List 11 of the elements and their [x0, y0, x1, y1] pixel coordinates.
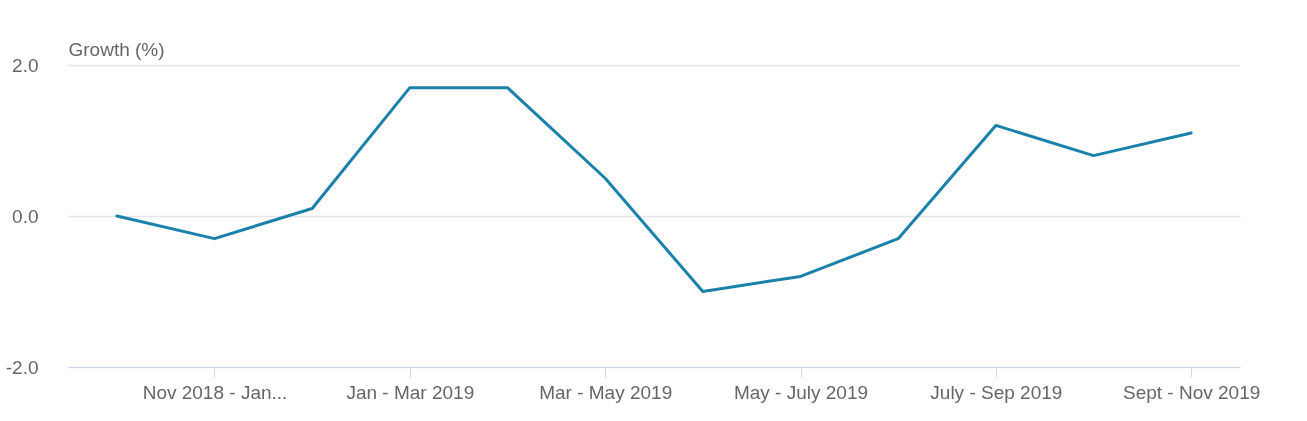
x-tick-label: July - Sep 2019	[930, 381, 1063, 403]
y-axis-title: Growth (%)	[68, 38, 165, 60]
line-series	[115, 86, 1193, 293]
x-tick-label: Sept - Nov 2019	[1123, 381, 1261, 403]
x-tick-label: Nov 2018 - Jan...	[142, 381, 288, 403]
x-tick-label: May - July 2019	[733, 381, 869, 403]
y-tick-label: 0.0	[12, 205, 39, 227]
y-tick-label: 2.0	[12, 54, 39, 76]
x-tick-label: Mar - May 2019	[539, 381, 673, 403]
y-tick-label: -2.0	[5, 356, 39, 378]
x-tick-label: Jan - Mar 2019	[346, 381, 475, 403]
